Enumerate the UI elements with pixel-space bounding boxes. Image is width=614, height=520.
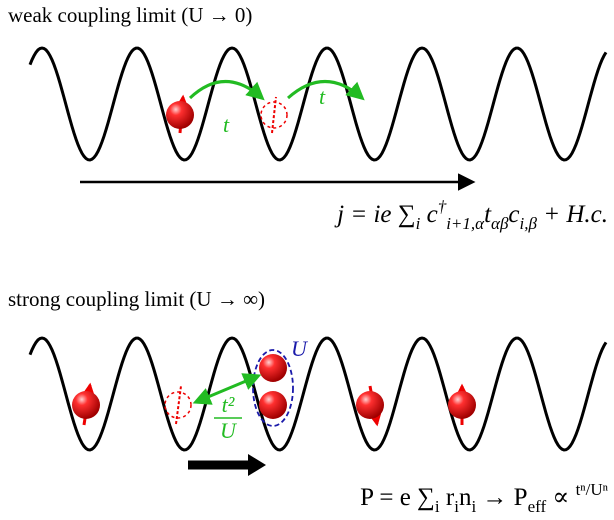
hop-arrow [188, 80, 265, 101]
equation-part: αβ [491, 214, 509, 233]
electron [356, 391, 384, 419]
hop-label: U [220, 418, 238, 443]
potential [28, 46, 608, 162]
spin [175, 385, 182, 425]
equation: j = ie ∑i c†i+1,αtαβci,β + H.c. [334, 197, 608, 233]
polarization-arrowhead [248, 454, 266, 476]
electron [259, 391, 287, 419]
equation-part: i,β [520, 214, 538, 233]
interaction-label: U [291, 336, 309, 361]
hop-label: t [223, 112, 230, 137]
electron [166, 101, 194, 129]
equation-part: i+1,α [446, 214, 485, 233]
potential [28, 336, 608, 452]
equation-part: † [438, 197, 447, 216]
equation-part: j = ie ∑ [334, 201, 415, 228]
panel-title: weak coupling limit (U → 0) [8, 3, 252, 27]
equation-part: i [471, 497, 476, 516]
equation-part: tⁿ/Uⁿ [576, 480, 609, 499]
equation-part: i [454, 497, 459, 516]
equation-part: r [440, 484, 455, 511]
equation-part: t [484, 201, 492, 228]
equation-part: eff [528, 497, 547, 516]
electron [259, 354, 287, 382]
equation-part: c [420, 201, 437, 228]
equation-part: i [435, 497, 440, 516]
panel-title: strong coupling limit (U → ∞) [8, 287, 265, 311]
equation-part: → P [476, 484, 527, 511]
equation-part: c [508, 201, 519, 228]
spin [271, 96, 277, 134]
equation-part: ∝ [546, 484, 575, 511]
hole [164, 391, 192, 419]
hop-label: t² [222, 392, 235, 417]
equation-part: + H.c. [537, 201, 608, 228]
equation-part: n [459, 484, 472, 511]
electron [448, 391, 476, 419]
hop-arrow [287, 80, 365, 101]
equation-part: i [416, 214, 421, 233]
equation: P = e ∑i rini → Peff ∝ tⁿ/Uⁿ [360, 480, 608, 516]
equation-part: P = e ∑ [360, 484, 435, 511]
hole [260, 101, 288, 129]
hop-label: t [319, 84, 326, 109]
electron [72, 391, 100, 419]
hop-arrow [192, 373, 262, 405]
interaction-box [252, 349, 294, 427]
